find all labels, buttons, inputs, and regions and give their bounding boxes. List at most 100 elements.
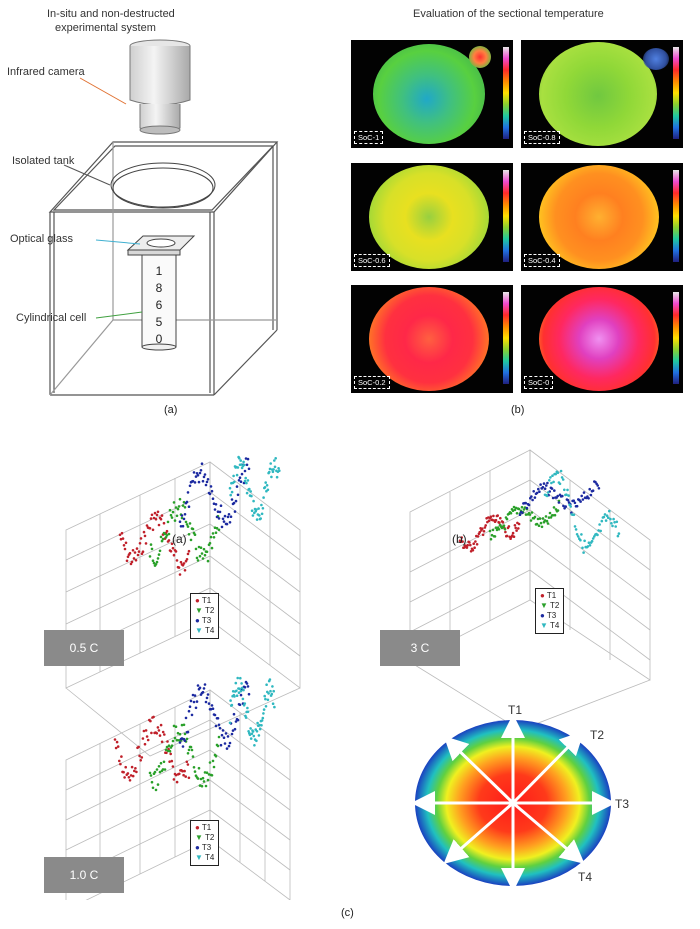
scatter-point bbox=[150, 547, 154, 551]
scatter-point bbox=[115, 740, 119, 744]
scatter-point bbox=[575, 504, 579, 508]
scatter-point bbox=[260, 724, 263, 727]
plot-3c-legend: ● T1 ▼ T2 ● T3 ▼ T4 bbox=[535, 588, 565, 634]
scatter-point bbox=[191, 755, 195, 758]
scatter-point bbox=[187, 748, 191, 752]
scatter-point bbox=[200, 784, 204, 788]
scatter-point bbox=[599, 529, 602, 533]
scatter-point bbox=[496, 514, 500, 517]
scatter-point bbox=[159, 535, 163, 539]
scatter-point bbox=[131, 774, 135, 778]
scatter-point bbox=[493, 535, 497, 538]
scatter-point bbox=[198, 686, 202, 690]
scatter-point bbox=[566, 488, 569, 492]
scatter-point bbox=[174, 773, 178, 777]
scatter-point bbox=[483, 526, 487, 529]
scatter-point bbox=[182, 773, 185, 777]
scatter-point bbox=[142, 729, 146, 733]
scatter-point bbox=[217, 517, 221, 520]
scatter-point bbox=[148, 771, 152, 775]
scatter-point bbox=[243, 702, 247, 705]
cell-section-disc bbox=[539, 287, 659, 391]
scatter-point bbox=[546, 481, 549, 485]
scatter-point bbox=[262, 708, 266, 711]
scatter-point bbox=[153, 770, 157, 774]
scatter-point bbox=[197, 545, 201, 549]
scatter-point bbox=[598, 523, 601, 526]
scatter-point bbox=[272, 689, 276, 693]
scatter-point bbox=[184, 520, 188, 524]
scatter-point bbox=[208, 492, 212, 496]
scatter-point bbox=[275, 475, 279, 479]
scatter-point bbox=[518, 513, 522, 516]
scatter-point bbox=[530, 511, 534, 514]
scatter-point bbox=[141, 737, 145, 740]
scatter-point bbox=[270, 692, 274, 696]
color-scale-bar bbox=[503, 47, 509, 139]
scatter-point bbox=[122, 770, 125, 774]
scatter-point bbox=[163, 532, 167, 536]
scatter-point bbox=[187, 709, 191, 713]
scatter-point bbox=[180, 737, 184, 740]
scatter-point bbox=[235, 473, 239, 477]
scatter-point bbox=[228, 521, 232, 524]
scatter-point bbox=[210, 704, 214, 707]
scatter-point bbox=[137, 550, 141, 553]
scatter-point bbox=[217, 723, 221, 727]
scatter-point bbox=[196, 777, 200, 780]
scatter-point bbox=[180, 516, 184, 520]
scatter-point bbox=[223, 742, 227, 745]
scatter-point bbox=[560, 476, 564, 479]
scatter-point bbox=[171, 546, 175, 550]
scatter-point bbox=[556, 471, 560, 475]
scatter-point bbox=[232, 474, 235, 478]
scatter-point bbox=[214, 503, 218, 506]
scatter-point bbox=[135, 770, 138, 774]
plot-1.0c-scatter bbox=[113, 676, 276, 792]
scatter-point bbox=[263, 486, 267, 489]
scatter-point bbox=[158, 549, 162, 553]
scatter-point bbox=[239, 693, 243, 697]
cell-section-disc bbox=[539, 165, 659, 269]
scatter-point bbox=[579, 538, 582, 542]
scatter-point bbox=[233, 727, 237, 731]
scatter-point bbox=[197, 766, 201, 770]
scatter-point bbox=[505, 517, 509, 521]
scatter-point bbox=[258, 723, 261, 727]
scatter-point bbox=[133, 769, 136, 773]
scatter-point bbox=[528, 513, 532, 516]
scatter-point bbox=[157, 553, 161, 556]
scatter-point bbox=[129, 774, 133, 777]
scatter-point bbox=[557, 501, 561, 504]
scatter-point bbox=[189, 699, 193, 703]
scatter-point bbox=[244, 476, 247, 480]
scatter-point bbox=[185, 500, 189, 504]
legend-item: ● T3 bbox=[195, 843, 212, 852]
scatter-point bbox=[602, 515, 606, 519]
scatter-point bbox=[267, 692, 270, 695]
scatter-point bbox=[124, 765, 127, 769]
scatter-point bbox=[481, 527, 484, 530]
scatter-point bbox=[582, 551, 585, 554]
scatter-point bbox=[134, 558, 138, 562]
scatter-point bbox=[552, 506, 556, 509]
scatter-point bbox=[512, 535, 516, 538]
scatter-point bbox=[172, 778, 176, 781]
scatter-point bbox=[161, 730, 165, 734]
scatter-point bbox=[273, 705, 276, 709]
scatter-point bbox=[202, 780, 206, 783]
scatter-point bbox=[533, 496, 537, 499]
scatter-point bbox=[236, 718, 240, 722]
scatter-point bbox=[236, 466, 240, 469]
scatter-point bbox=[159, 517, 163, 521]
scatter-point bbox=[239, 480, 243, 483]
scatter-point bbox=[178, 573, 182, 576]
scatter-point bbox=[164, 748, 168, 752]
scatter-point bbox=[532, 490, 535, 493]
scatter-point bbox=[182, 562, 186, 565]
scatter-point bbox=[476, 535, 480, 538]
scatter-point bbox=[196, 559, 200, 562]
color-scale-bar bbox=[673, 292, 679, 384]
scatter-point bbox=[591, 489, 595, 492]
scatter-point bbox=[140, 552, 144, 555]
